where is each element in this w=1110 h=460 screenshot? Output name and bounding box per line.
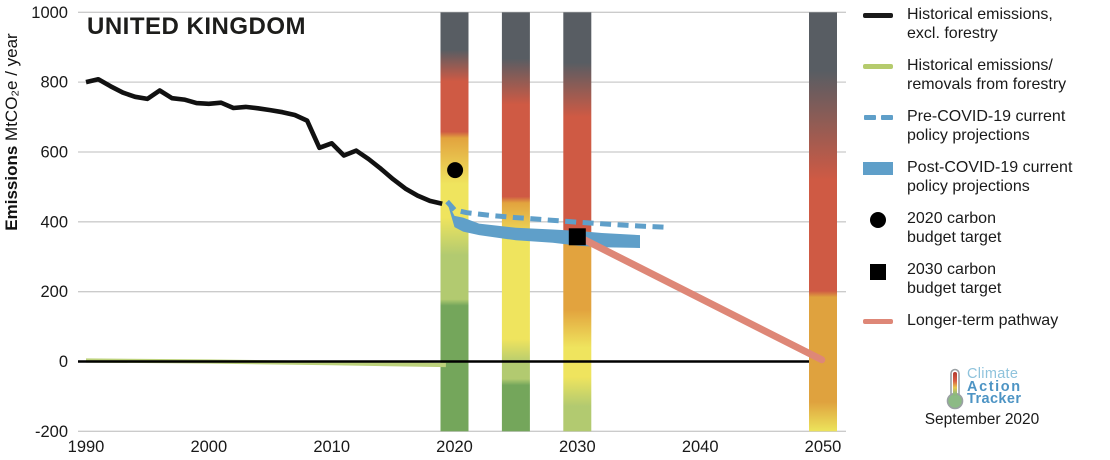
series-pathway (575, 233, 826, 364)
rating-bar-2025 (501, 12, 530, 432)
legend-item-forestry: Historical emissions/removals from fores… (862, 57, 1110, 94)
series-pre_covid (445, 199, 669, 230)
y-tick-label: 200 (40, 283, 68, 301)
y-tick-label: 800 (40, 74, 68, 92)
x-tick-label: 2020 (436, 438, 473, 456)
marker-target-2020 (447, 162, 464, 179)
legend-pathway-label: Longer-term pathway (907, 312, 1059, 329)
legend-post-covid-swatch-icon (862, 159, 894, 175)
legend-target-2020-swatch-icon (862, 210, 894, 228)
x-tick-label: 2040 (682, 438, 719, 456)
y-axis-label-bold: Emissions (2, 145, 21, 231)
cat-logo: Climate Action Tracker (946, 366, 1022, 410)
legend-forestry-swatch-icon (862, 57, 894, 69)
x-tick-label: 2010 (313, 438, 350, 456)
legend-forestry-label: Historical emissions/removals from fores… (907, 57, 1067, 93)
y-tick-label: 600 (40, 144, 68, 162)
legend-item-pre-covid: Pre-COVID-19 current policy projections (862, 108, 1110, 145)
legend-item-pathway: Longer-term pathway (862, 312, 1110, 331)
legend: Historical emissions, excl. forestry Histo… (862, 6, 1110, 345)
marker-target-2030 (568, 228, 586, 246)
y-tick-label: 0 (59, 353, 68, 371)
legend-historical-label: Historical emissions, excl. forestry (907, 6, 1053, 42)
legend-historical-swatch-icon (862, 6, 894, 18)
chart-title: UNITED KINGDOM (87, 13, 306, 40)
y-axis-label-unit: MtCO₂e / year (2, 33, 21, 146)
rating-bar-2050 (809, 12, 837, 432)
thermometer-icon (946, 368, 964, 410)
date-label: September 2020 (924, 411, 1040, 428)
y-axis-label: Emissions MtCO₂e / year (2, 32, 24, 232)
series-historical (85, 77, 443, 206)
cat-logo-text: Climate Action Tracker (967, 366, 1022, 407)
x-tick-label: 2000 (190, 438, 227, 456)
legend-pre-covid-label: Pre-COVID-19 current policy projections (907, 108, 1066, 144)
legend-post-covid-label: Post-COVID-19 current policy projections (907, 159, 1073, 195)
legend-target-2020-label: 2020 carbon budget target (907, 210, 1002, 246)
legend-item-historical: Historical emissions, excl. forestry (862, 6, 1110, 43)
logo-word-action: Action (967, 378, 1022, 395)
logo-word-tracker: Tracker (967, 391, 1022, 407)
y-tick-label: -200 (35, 423, 68, 441)
legend-item-target-2020: 2020 carbon budget target (862, 210, 1110, 247)
legend-target-2030-swatch-icon (862, 261, 894, 280)
x-tick-label: 2050 (805, 438, 842, 456)
legend-pathway-swatch-icon (862, 312, 894, 324)
legend-pre-covid-swatch-icon (862, 108, 894, 120)
legend-target-2030-label: 2030 carbon budget target (907, 261, 1002, 297)
series-post_covid (447, 201, 640, 248)
legend-item-post-covid: Post-COVID-19 current policy projections (862, 159, 1110, 196)
x-tick-label: 1990 (68, 438, 105, 456)
x-tick-label: 2030 (559, 438, 596, 456)
y-tick-label: 1000 (31, 4, 68, 22)
legend-item-target-2030: 2030 carbon budget target (862, 261, 1110, 298)
y-tick-label: 400 (40, 213, 68, 231)
logo-word-climate: Climate (967, 366, 1019, 382)
